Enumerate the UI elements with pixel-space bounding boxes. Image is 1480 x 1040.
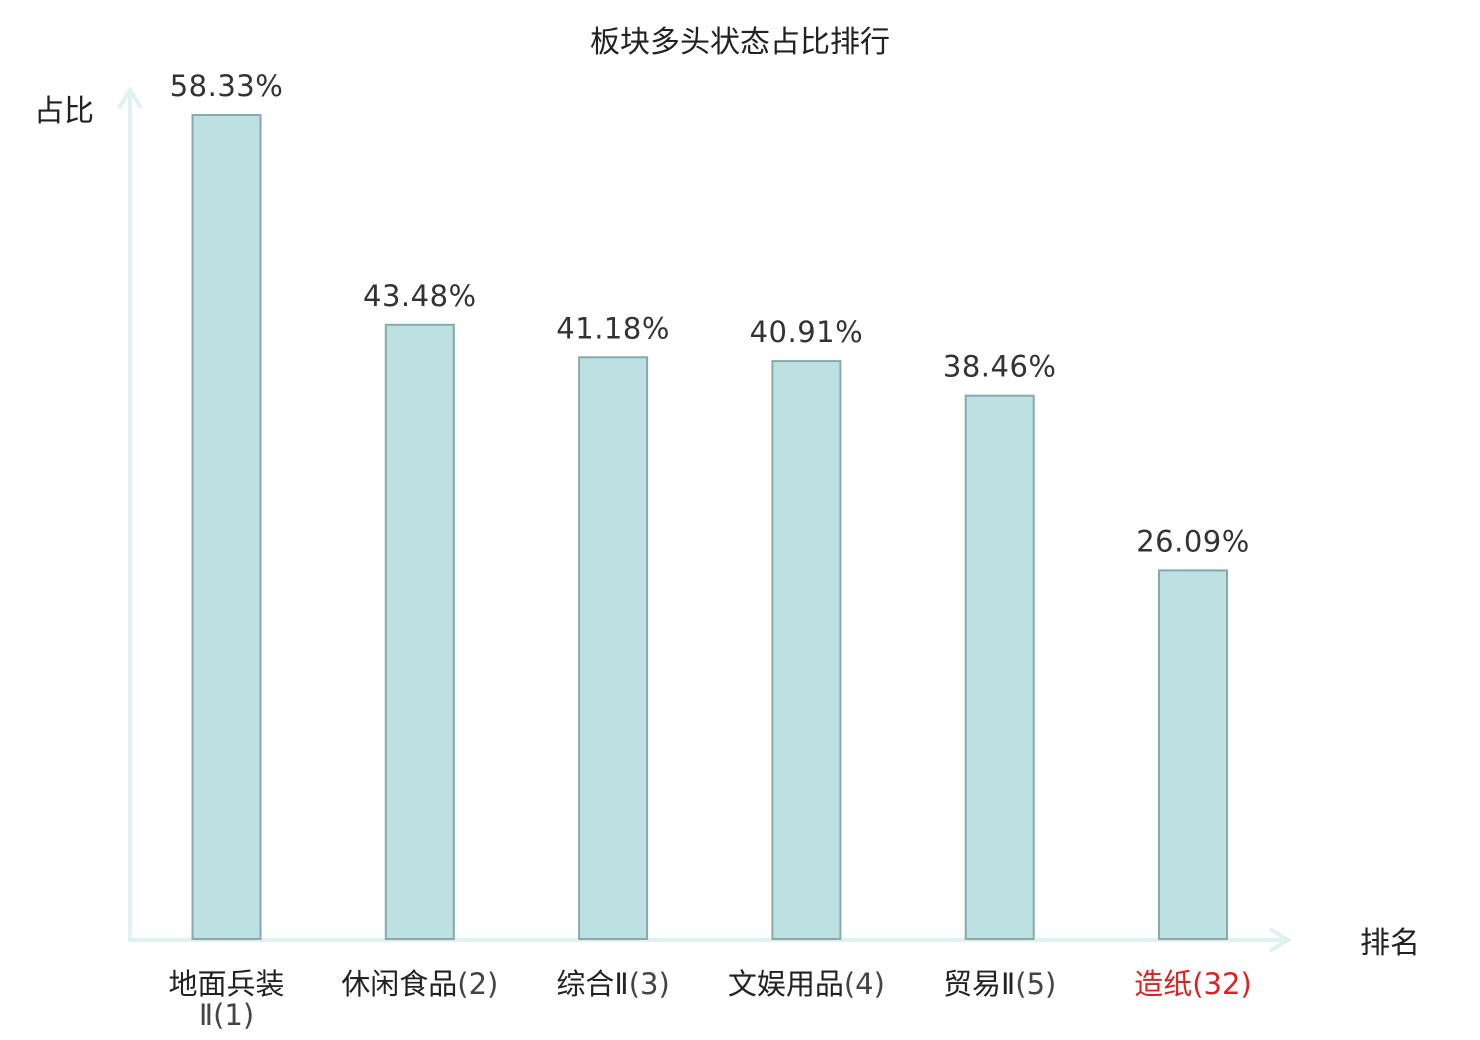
chart-title: 板块多头状态占比排行: [590, 25, 890, 60]
category-name: 地面兵装: [168, 967, 284, 1001]
bar: [1158, 569, 1228, 941]
category-name: 综合Ⅱ: [556, 967, 628, 1001]
category-name: 贸易Ⅱ: [943, 967, 1015, 1001]
category-label: 地面兵装 Ⅱ(1): [168, 967, 284, 1032]
category-name: 休闲食品: [341, 967, 457, 1001]
bars-group: [191, 114, 1228, 941]
bar: [191, 114, 262, 940]
bar: [964, 394, 1035, 940]
category-label: 造纸(32): [1134, 967, 1252, 1001]
value-label: 43.48%: [363, 279, 477, 313]
category-label: 休闲食品(2): [341, 967, 498, 1001]
category-rank: (5): [1015, 967, 1056, 1001]
y-axis-arrow: [117, 86, 143, 110]
category-name: 造纸: [1134, 967, 1192, 1001]
x-axis-label: 排名: [1360, 926, 1420, 961]
category-rank: Ⅱ(1): [199, 998, 254, 1032]
category-rank: (2): [457, 967, 498, 1001]
bar: [771, 360, 842, 941]
category-label: 文娱用品(4): [728, 967, 885, 1001]
value-label: 58.33%: [170, 69, 284, 103]
value-label: 26.09%: [1136, 524, 1250, 558]
y-axis: 占比: [34, 86, 143, 940]
category-labels-group: 地面兵装 Ⅱ(1) 休闲食品(2) 综合Ⅱ(3) 文娱用品(4) 贸易Ⅱ(5) 造纸(32): [168, 967, 1251, 1032]
bar: [578, 356, 649, 940]
value-label: 41.18%: [556, 311, 670, 345]
bar: [384, 323, 455, 940]
category-name: 文娱用品: [728, 967, 844, 1001]
category-rank: (3): [629, 967, 670, 1001]
category-label: 贸易Ⅱ(5): [943, 967, 1056, 1001]
value-labels-group: 58.33% 43.48% 41.18% 40.91% 38.46% 26.09%: [170, 69, 1250, 558]
y-axis-label: 占比: [34, 94, 94, 129]
category-rank: (32): [1192, 967, 1252, 1001]
x-axis: 排名: [128, 926, 1420, 961]
value-label: 38.46%: [943, 350, 1057, 384]
value-label: 40.91%: [750, 315, 864, 349]
x-axis-arrow: [1268, 927, 1292, 953]
category-label: 综合Ⅱ(3): [556, 967, 669, 1001]
category-rank: (4): [844, 967, 885, 1001]
